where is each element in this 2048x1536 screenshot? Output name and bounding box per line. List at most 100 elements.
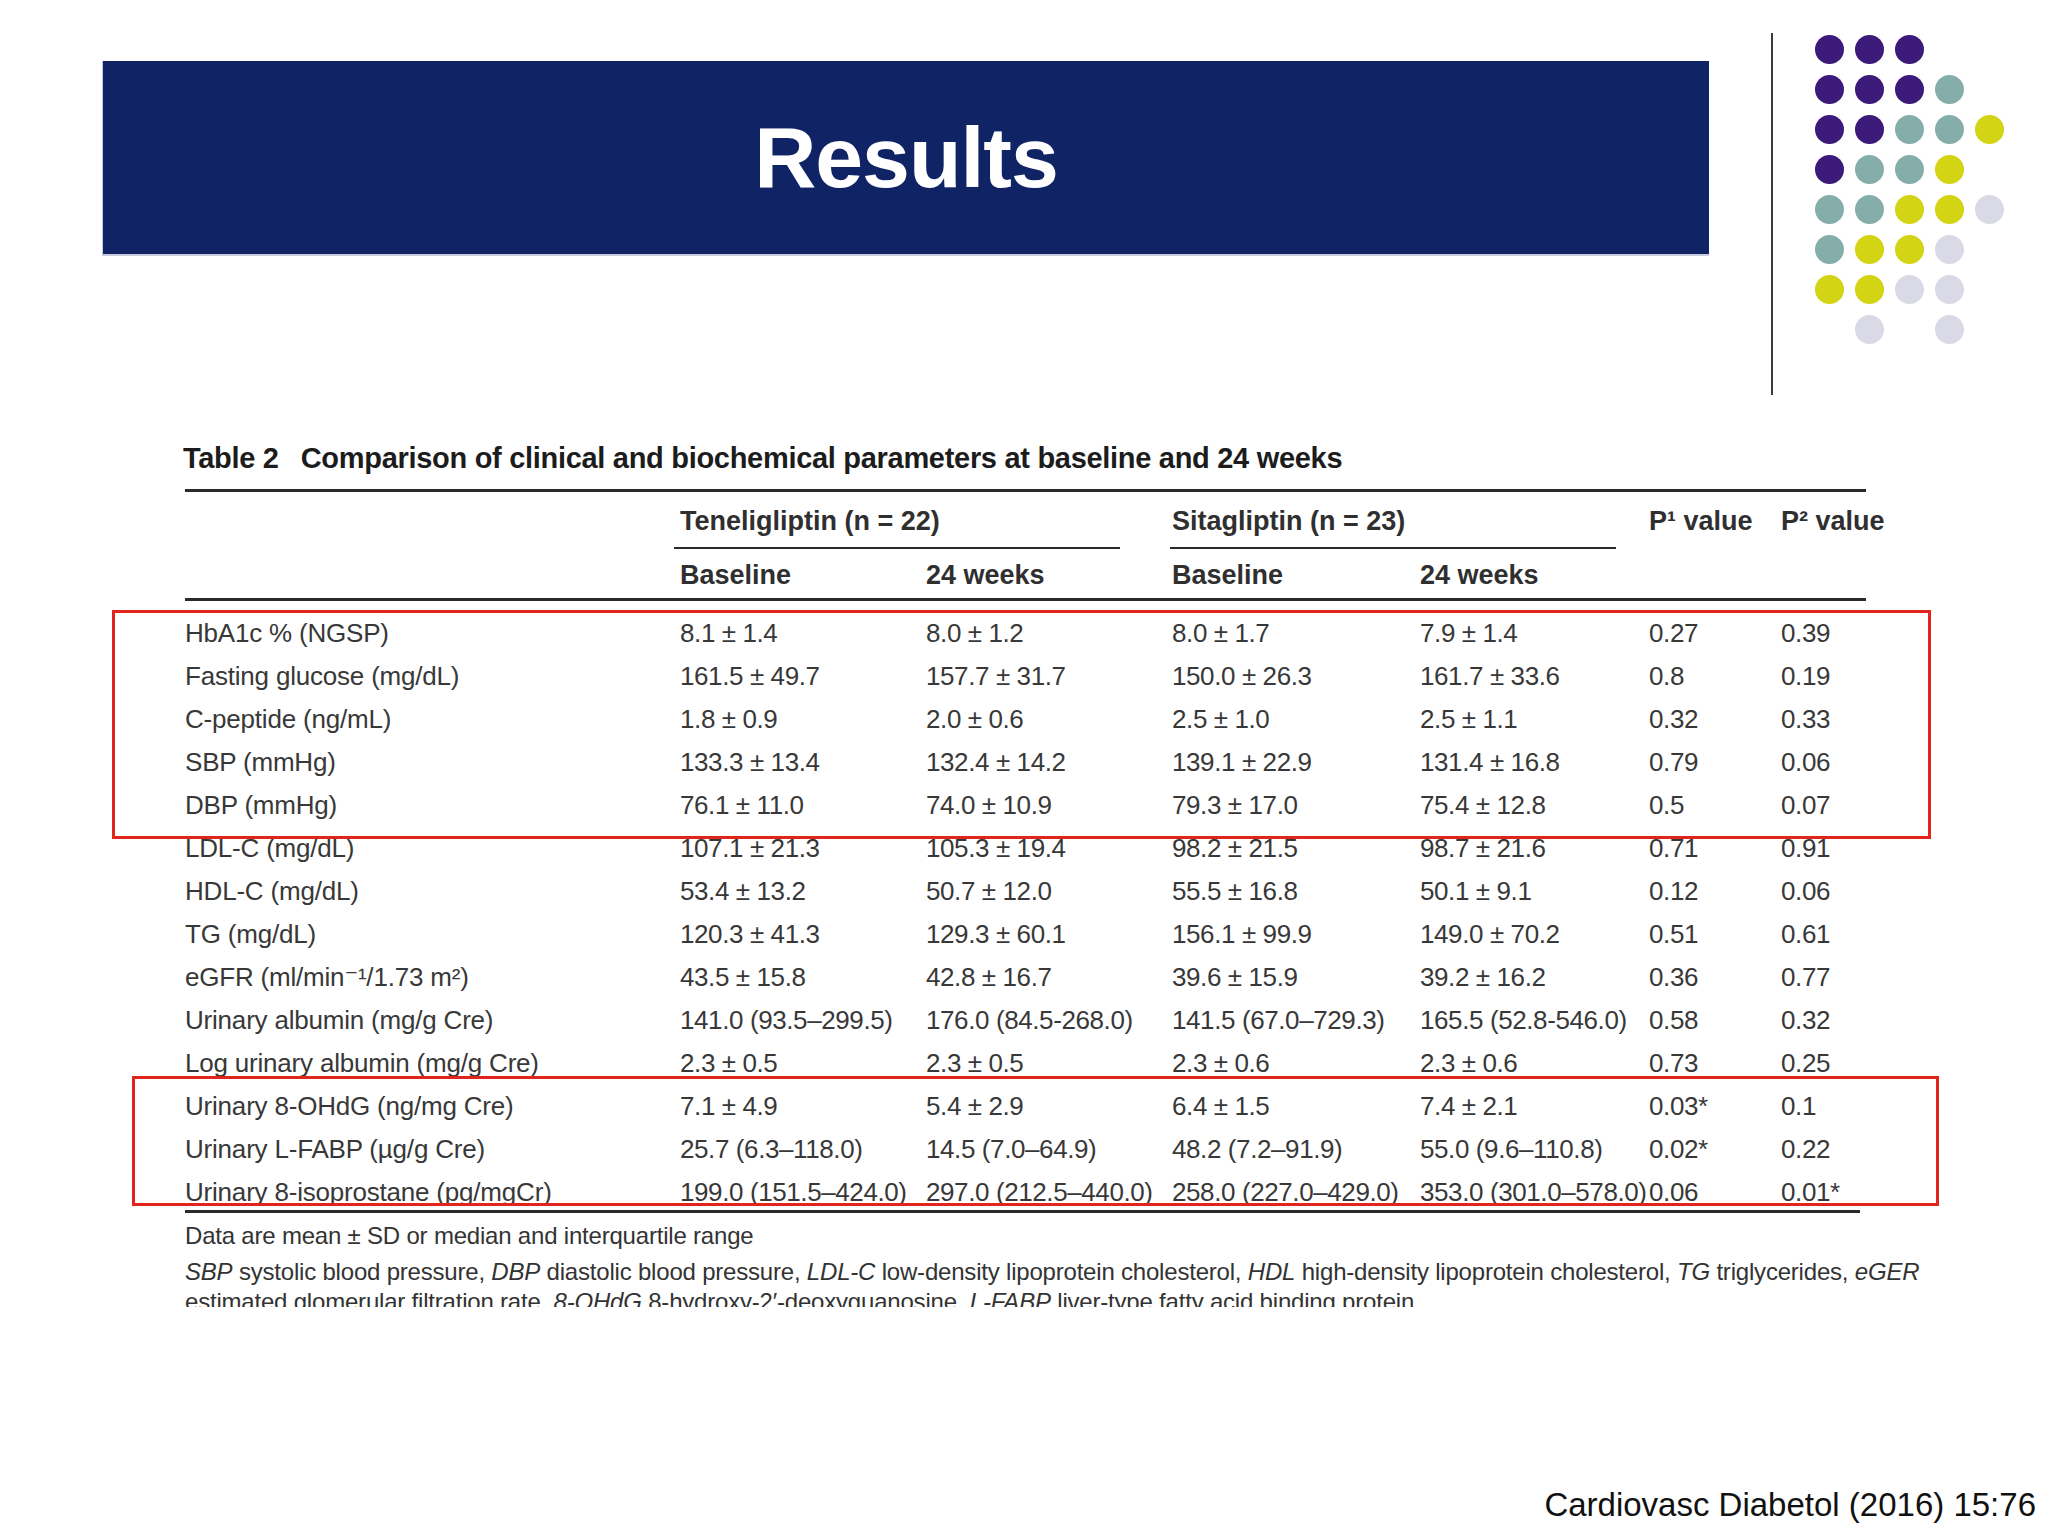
dot	[1855, 115, 1884, 144]
dot	[1855, 75, 1884, 104]
highlight-box-oxidative-stress-rows	[132, 1076, 1939, 1206]
cell-p2: 0.32	[1781, 1005, 1905, 1036]
dot	[1815, 275, 1844, 304]
dot	[1815, 35, 1844, 64]
cell-sita_baseline: 141.5 (67.0–729.3)	[1172, 1005, 1420, 1036]
cell-sita_24w: 2.3 ± 0.6	[1420, 1048, 1649, 1079]
dot	[1975, 195, 2004, 224]
abbreviation-term: eGER	[1855, 1258, 1920, 1285]
row-parameter: Log urinary albumin (mg/g Cre)	[185, 1048, 680, 1079]
row-parameter: eGFR (ml/min⁻¹/1.73 m²)	[185, 962, 680, 993]
citation: Cardiovasc Diabetol (2016) 15:76	[1544, 1486, 2036, 1524]
footnote-text: triglycerides,	[1710, 1258, 1855, 1285]
column-header-sita-baseline: Baseline	[1172, 560, 1283, 591]
cell-tene_baseline: 2.3 ± 0.5	[680, 1048, 926, 1079]
dot	[1895, 195, 1924, 224]
table-footnote-abbreviations-continued: estimated glomerular filtration rate, 8-…	[185, 1288, 1414, 1307]
cell-p1: 0.58	[1649, 1005, 1781, 1036]
column-header-tene-baseline: Baseline	[680, 560, 791, 591]
dot	[1975, 115, 2004, 144]
dot	[1855, 235, 1884, 264]
footnote-text: systolic blood pressure,	[232, 1258, 491, 1285]
footnote-text: estimated glomerular filtration rate,	[185, 1288, 554, 1307]
column-header-tene-24weeks: 24 weeks	[926, 560, 1045, 591]
row-parameter: TG (mg/dL)	[185, 919, 680, 950]
table-header-rule	[185, 598, 1866, 601]
cell-sita_24w: 165.5 (52.8-546.0)	[1420, 1005, 1649, 1036]
dot	[1855, 195, 1884, 224]
cell-tene_baseline: 53.4 ± 13.2	[680, 876, 926, 907]
cell-tene_baseline: 141.0 (93.5–299.5)	[680, 1005, 926, 1036]
dot	[1895, 75, 1924, 104]
cell-sita_24w: 50.1 ± 9.1	[1420, 876, 1649, 907]
dot	[1895, 155, 1924, 184]
dot	[1855, 275, 1884, 304]
group-underline-teneligliptin	[674, 547, 1120, 549]
cell-sita_baseline: 156.1 ± 99.9	[1172, 919, 1420, 950]
footnote-text: liver-type fatty acid binding protein	[1051, 1288, 1414, 1307]
dot	[1855, 35, 1884, 64]
dot	[1815, 75, 1844, 104]
group-underline-sitagliptin	[1170, 547, 1616, 549]
row-parameter: Urinary albumin (mg/g Cre)	[185, 1005, 680, 1036]
cell-sita_baseline: 39.6 ± 15.9	[1172, 962, 1420, 993]
cell-tene_24w: 2.3 ± 0.5	[926, 1048, 1172, 1079]
dot	[1935, 275, 1964, 304]
abbreviation-term: TG	[1677, 1258, 1710, 1285]
abbreviation-term: HDL	[1248, 1258, 1295, 1285]
cell-p1: 0.73	[1649, 1048, 1781, 1079]
cell-tene_baseline: 120.3 ± 41.3	[680, 919, 926, 950]
column-header-p2-value: P² value	[1781, 506, 1885, 537]
table-footnote-data: Data are mean ± SD or median and interqu…	[185, 1222, 753, 1250]
column-group-sitagliptin: Sitagliptin (n = 23)	[1172, 506, 1405, 537]
column-header-p1-value: P¹ value	[1649, 506, 1753, 537]
dot	[1935, 75, 1964, 104]
footnote-text: high-density lipoprotein cholesterol,	[1295, 1258, 1677, 1285]
cell-p1: 0.36	[1649, 962, 1781, 993]
cell-p1: 0.12	[1649, 876, 1781, 907]
footnote-text: 8-hydroxy-2′-deoxyguanosine,	[642, 1288, 970, 1307]
footnote-text: diastolic blood pressure,	[540, 1258, 807, 1285]
dot	[1935, 315, 1964, 344]
table-row: Urinary albumin (mg/g Cre)141.0 (93.5–29…	[185, 999, 1905, 1042]
slide: Results Table 2 Comparison of clinical an…	[0, 0, 2048, 1536]
table-caption: Table 2 Comparison of clinical and bioche…	[183, 442, 1342, 475]
table-bottom-rule	[185, 1210, 1860, 1213]
cell-sita_24w: 39.2 ± 16.2	[1420, 962, 1649, 993]
dot	[1815, 155, 1844, 184]
abbreviation-term: 8-OHdG	[554, 1288, 642, 1307]
table-caption-label: Table 2	[183, 442, 279, 474]
dot	[1895, 115, 1924, 144]
table-row: TG (mg/dL)120.3 ± 41.3129.3 ± 60.1156.1 …	[185, 913, 1905, 956]
dot	[1935, 235, 1964, 264]
dot	[1855, 155, 1884, 184]
cell-sita_baseline: 2.3 ± 0.6	[1172, 1048, 1420, 1079]
table-row: eGFR (ml/min⁻¹/1.73 m²)43.5 ± 15.842.8 ±…	[185, 956, 1905, 999]
dot	[1935, 155, 1964, 184]
abbreviation-term: DBP	[491, 1258, 540, 1285]
table-caption-text: Comparison of clinical and biochemical p…	[301, 442, 1343, 474]
cell-p2: 0.61	[1781, 919, 1905, 950]
dot	[1895, 275, 1924, 304]
cell-sita_baseline: 55.5 ± 16.8	[1172, 876, 1420, 907]
dot	[1935, 115, 1964, 144]
cell-p1: 0.51	[1649, 919, 1781, 950]
row-parameter: HDL-C (mg/dL)	[185, 876, 680, 907]
cell-p2: 0.25	[1781, 1048, 1905, 1079]
divider-line	[1771, 33, 1773, 395]
table-row: HDL-C (mg/dL)53.4 ± 13.250.7 ± 12.055.5 …	[185, 870, 1905, 913]
cell-tene_baseline: 43.5 ± 15.8	[680, 962, 926, 993]
cell-tene_24w: 42.8 ± 16.7	[926, 962, 1172, 993]
title-bar: Results	[102, 61, 1709, 256]
dot	[1895, 35, 1924, 64]
page-title: Results	[754, 108, 1058, 207]
cell-tene_24w: 129.3 ± 60.1	[926, 919, 1172, 950]
dot	[1895, 235, 1924, 264]
column-header-sita-24weeks: 24 weeks	[1420, 560, 1539, 591]
dot	[1815, 235, 1844, 264]
table-footnote-abbreviations: SBP systolic blood pressure, DBP diastol…	[185, 1258, 1919, 1286]
cell-tene_24w: 50.7 ± 12.0	[926, 876, 1172, 907]
dot	[1855, 315, 1884, 344]
dot	[1815, 195, 1844, 224]
dot	[1935, 195, 1964, 224]
